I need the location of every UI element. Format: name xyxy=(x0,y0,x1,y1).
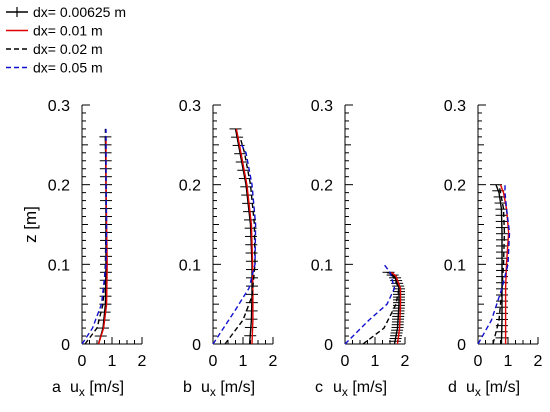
x-tick-label: 2 xyxy=(269,353,278,370)
x-tick-label: 1 xyxy=(108,353,117,370)
x-tick-label: 0 xyxy=(78,353,87,370)
x-axis-label-base: u xyxy=(201,379,210,396)
panel-d: 00.10.20.30 1 2d ux [m/s] xyxy=(444,98,543,399)
x-axis-label-sub: x xyxy=(79,385,85,399)
x-axis-label-sub: x xyxy=(210,385,216,399)
panel-a: 00.10.20.30 1 2a ux [m/s]z [m] xyxy=(21,98,147,399)
x-axis-label-unit: [m/s] xyxy=(348,379,387,396)
series-line-2 xyxy=(492,184,506,345)
x-tick-label: 0 xyxy=(341,353,350,370)
x-axis-label: ux [m/s] xyxy=(201,379,255,399)
panel-c: 00.10.20.30 1 2c ux [m/s] xyxy=(311,98,410,399)
series-line-3 xyxy=(477,184,511,345)
series-line-3 xyxy=(344,263,396,345)
panel-label: b xyxy=(183,379,192,396)
x-axis-label-base: u xyxy=(466,379,475,396)
panel-b: 00.10.20.30 1 2b ux [m/s] xyxy=(179,98,278,399)
x-axis-label: ux [m/s] xyxy=(466,379,520,399)
legend-label-2: dx= 0.02 m xyxy=(33,41,103,57)
series-line-0 xyxy=(388,271,400,345)
series-line-3 xyxy=(212,144,257,345)
panel-label: c xyxy=(315,379,323,396)
x-tick-label: 2 xyxy=(138,353,147,370)
y-tick-label: 0.2 xyxy=(311,178,333,195)
y-tick-label: 0.1 xyxy=(311,257,333,274)
y-tick-label: 0 xyxy=(324,337,333,354)
x-axis-label-unit: [m/s] xyxy=(481,379,520,396)
y-tick-label: 0.3 xyxy=(179,98,201,115)
x-tick-label: 2 xyxy=(401,353,410,370)
series-line-2 xyxy=(362,271,400,345)
x-axis-label-unit: [m/s] xyxy=(85,379,124,396)
x-axis-label-sub: x xyxy=(342,385,348,399)
panel-label: d xyxy=(448,379,457,396)
x-axis-label-base: u xyxy=(70,379,79,396)
x-axis-label: ux [m/s] xyxy=(70,379,124,399)
y-tick-label: 0.3 xyxy=(48,98,70,115)
series-line-1 xyxy=(235,128,254,345)
y-tick-label: 0.2 xyxy=(444,178,466,195)
x-tick-label: 0 xyxy=(474,353,483,370)
legend: dx= 0.00625 m dx= 0.01 m dx= 0.02 m dx= 0.0… xyxy=(6,4,126,76)
y-tick-label: 0 xyxy=(61,337,70,354)
legend-label-0: dx= 0.00625 m xyxy=(33,4,126,20)
y-tick-label: 0.1 xyxy=(179,257,201,274)
series-line-3 xyxy=(81,128,108,345)
legend-label-3: dx= 0.05 m xyxy=(33,60,103,76)
panels: 00.10.20.30 1 2a ux [m/s]z [m]00.10.20.30 1 2… xyxy=(21,98,543,399)
x-axis-label-unit: [m/s] xyxy=(216,379,255,396)
y-tick-label: 0.1 xyxy=(48,257,70,274)
series-line-2 xyxy=(224,136,256,345)
y-tick-label: 0.1 xyxy=(444,257,466,274)
series-line-1 xyxy=(391,271,402,345)
y-axis-label: z [m] xyxy=(21,206,40,243)
x-axis-label: ux [m/s] xyxy=(333,379,387,399)
y-tick-label: 0.2 xyxy=(48,178,70,195)
series-line-0 xyxy=(495,184,503,345)
y-tick-label: 0.3 xyxy=(311,98,333,115)
x-axis-label-base: u xyxy=(333,379,342,396)
series-line-1 xyxy=(499,184,510,344)
legend-label-1: dx= 0.01 m xyxy=(33,23,103,39)
x-tick-label: 1 xyxy=(504,353,513,370)
x-tick-label: 1 xyxy=(239,353,248,370)
y-tick-label: 0.3 xyxy=(444,98,466,115)
x-tick-label: 0 xyxy=(209,353,218,370)
panel-label: a xyxy=(52,379,61,396)
y-tick-label: 0 xyxy=(457,337,466,354)
x-tick-label: 2 xyxy=(534,353,543,370)
x-axis-label-sub: x xyxy=(475,385,481,399)
y-tick-label: 0 xyxy=(192,337,201,354)
x-tick-label: 1 xyxy=(371,353,380,370)
y-tick-label: 0.2 xyxy=(179,178,201,195)
